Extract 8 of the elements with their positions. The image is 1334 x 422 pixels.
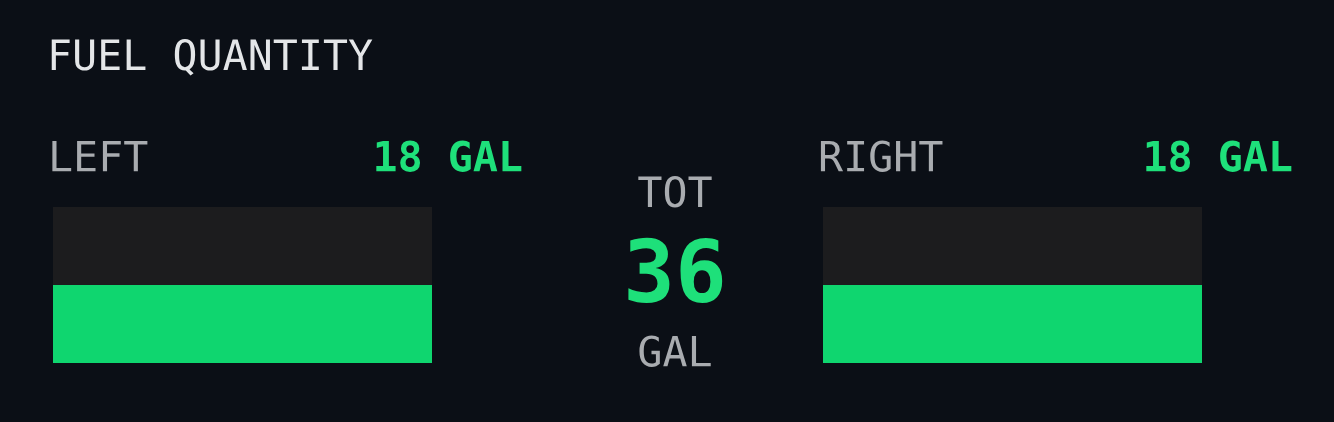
category-label: LEFT (52, 140, 148, 172)
text: TOT (638, 175, 712, 208)
data-label: 18 GAL (376, 140, 522, 172)
text: FUEL QUANTITY (51, 38, 373, 76)
data-label: 18 GAL (1146, 140, 1292, 172)
text: GAL (639, 335, 711, 367)
text: 36 (628, 237, 723, 304)
category-label: RIGHT (820, 140, 943, 172)
